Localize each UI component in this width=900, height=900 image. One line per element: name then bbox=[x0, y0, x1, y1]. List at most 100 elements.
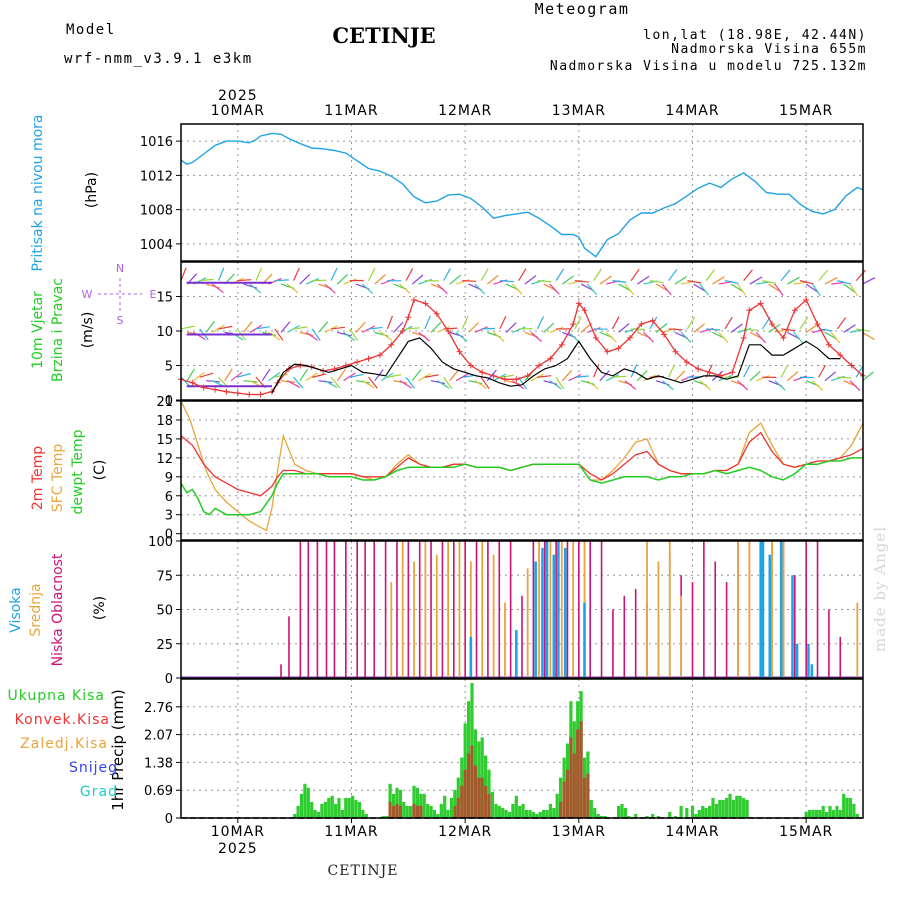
pressure-line bbox=[180, 132, 864, 258]
wind-arrow bbox=[830, 331, 841, 344]
wind-arrow bbox=[668, 328, 683, 331]
wind-arrow bbox=[843, 324, 856, 333]
wind-arrow bbox=[599, 370, 610, 382]
wind-arrow bbox=[599, 275, 612, 285]
wind-speed-line bbox=[180, 298, 864, 396]
wind-arrow bbox=[224, 368, 233, 381]
wind-arrow bbox=[631, 328, 646, 331]
precip-bar bbox=[296, 805, 300, 818]
precip-bar bbox=[562, 781, 566, 818]
wind-arrow bbox=[724, 280, 739, 284]
wind-arrow bbox=[330, 267, 338, 281]
wind-arrow bbox=[349, 373, 364, 378]
precip-bar bbox=[555, 793, 559, 818]
wind-arrow bbox=[555, 268, 565, 281]
wind-arrow bbox=[593, 364, 600, 378]
wind-arrow bbox=[380, 278, 395, 285]
wind-arrow bbox=[706, 328, 721, 331]
precip-bar bbox=[477, 777, 481, 818]
wind-arrow bbox=[831, 281, 846, 285]
lonlat-label: lon,lat (18.98E, 42.44N) bbox=[643, 28, 867, 43]
wind-arrow bbox=[849, 283, 859, 297]
wind-arrow bbox=[430, 321, 442, 333]
precip-bar bbox=[436, 814, 440, 818]
wind-arrow bbox=[243, 321, 253, 333]
precip-bar bbox=[586, 773, 590, 818]
temp-tick-label: 6 bbox=[165, 490, 173, 505]
wind-title-1: 10m Vjetar bbox=[30, 291, 46, 369]
precip-bar bbox=[426, 803, 430, 818]
x-tick-label-top: 12MAR bbox=[438, 103, 492, 119]
wind-arrow bbox=[249, 324, 263, 333]
cloud-tick-label: 25 bbox=[156, 638, 173, 653]
wind-arrow bbox=[693, 323, 706, 333]
axis-labels: 1016101210081004151050211815129630100755… bbox=[7, 88, 832, 857]
wind-arrow bbox=[336, 368, 346, 382]
precip-bar bbox=[852, 803, 856, 818]
wind-arrow bbox=[568, 331, 580, 343]
wind-arrow bbox=[755, 331, 766, 344]
wind-arrow bbox=[449, 369, 460, 382]
wind-arrow bbox=[618, 322, 630, 333]
precip-bar bbox=[357, 801, 362, 818]
precip-bar bbox=[460, 785, 464, 818]
wind-arrow bbox=[480, 376, 490, 390]
precip-bar bbox=[323, 801, 327, 818]
wind-arrow bbox=[574, 316, 582, 330]
wind-arrow bbox=[406, 327, 421, 330]
precip-bar bbox=[711, 797, 715, 818]
wind-arrow bbox=[568, 373, 582, 382]
precip-bar bbox=[620, 803, 624, 818]
precip-bar bbox=[340, 809, 344, 818]
wind-arrow bbox=[255, 326, 270, 330]
wind-arrow bbox=[699, 283, 709, 296]
cloud-unit: (%) bbox=[92, 596, 108, 620]
x-tick-label-top: 10MAR bbox=[211, 103, 265, 119]
precip-bar bbox=[402, 801, 406, 818]
temp-tick-label: 9 bbox=[165, 471, 173, 486]
wind-arrow bbox=[561, 275, 575, 285]
wind-title-2: Brzina i Pravac bbox=[50, 278, 66, 382]
wind-arrow bbox=[405, 376, 415, 389]
precip-tick-label: 1.38 bbox=[144, 756, 173, 771]
wind-arrow bbox=[493, 331, 505, 342]
wind-arrow bbox=[274, 328, 284, 341]
wind-arrow bbox=[768, 323, 781, 333]
wind-arrow bbox=[749, 276, 763, 285]
wind-black-line bbox=[271, 337, 841, 394]
wind-arrow bbox=[780, 269, 791, 282]
precip-bar bbox=[831, 809, 835, 818]
wind-arrow bbox=[736, 380, 749, 391]
wind-arrow bbox=[530, 331, 542, 343]
wind-arrow bbox=[693, 283, 706, 292]
precip-bar bbox=[337, 797, 341, 818]
wind-arrow bbox=[612, 375, 627, 378]
wind-arrow bbox=[505, 380, 520, 385]
precip-bar bbox=[354, 799, 358, 818]
wind-panel bbox=[178, 267, 876, 398]
precip-bar bbox=[651, 814, 655, 818]
watermark: made by Angel bbox=[871, 526, 889, 652]
precip-bar bbox=[381, 816, 385, 818]
wind-arrow bbox=[299, 368, 309, 382]
wind-arrow bbox=[386, 315, 394, 330]
wind-arrow bbox=[787, 276, 800, 285]
precip-bar bbox=[838, 809, 842, 818]
wind-arrow bbox=[324, 380, 338, 389]
wind-arrow bbox=[211, 324, 225, 333]
temp-sfc-title: SFC Temp bbox=[50, 444, 66, 513]
precip-bar bbox=[470, 745, 474, 818]
wind-arrow bbox=[237, 279, 252, 282]
wind-arrow bbox=[561, 369, 573, 382]
precip-panel bbox=[181, 683, 863, 819]
wind-arrow bbox=[274, 279, 289, 282]
precip-bar bbox=[704, 807, 708, 818]
precip-bar bbox=[842, 793, 846, 818]
precip-bar bbox=[673, 816, 678, 818]
wind-arrow bbox=[305, 278, 320, 285]
wind-arrow bbox=[624, 283, 635, 296]
wind-arrow bbox=[762, 280, 777, 285]
wind-arrow bbox=[399, 283, 411, 295]
precip-bar bbox=[334, 803, 338, 818]
wind-arrow bbox=[499, 316, 507, 330]
